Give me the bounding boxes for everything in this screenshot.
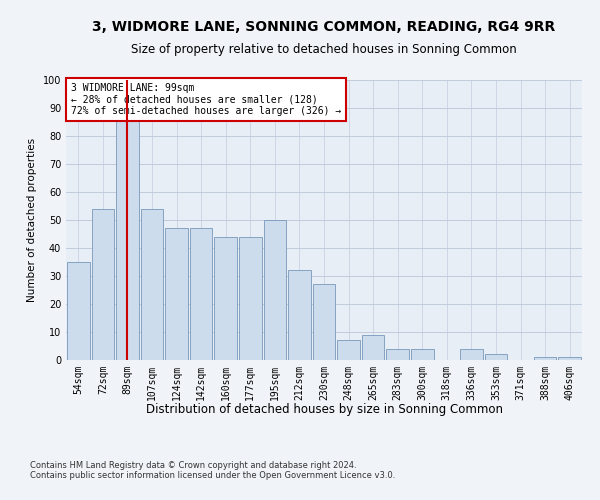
Bar xyxy=(411,349,434,360)
Text: Distribution of detached houses by size in Sonning Common: Distribution of detached houses by size … xyxy=(146,402,503,415)
Bar xyxy=(559,357,581,360)
Bar xyxy=(288,270,311,360)
Bar xyxy=(67,262,89,360)
Text: 3, WIDMORE LANE, SONNING COMMON, READING, RG4 9RR: 3, WIDMORE LANE, SONNING COMMON, READING… xyxy=(92,20,556,34)
Y-axis label: Number of detached properties: Number of detached properties xyxy=(27,138,37,302)
Bar xyxy=(362,335,385,360)
Bar xyxy=(140,209,163,360)
Bar xyxy=(92,209,114,360)
Bar xyxy=(386,349,409,360)
Bar xyxy=(534,357,556,360)
Bar xyxy=(485,354,508,360)
Text: Size of property relative to detached houses in Sonning Common: Size of property relative to detached ho… xyxy=(131,42,517,56)
Bar xyxy=(313,284,335,360)
Text: 3 WIDMORE LANE: 99sqm
← 28% of detached houses are smaller (128)
72% of semi-det: 3 WIDMORE LANE: 99sqm ← 28% of detached … xyxy=(71,83,341,116)
Bar xyxy=(263,220,286,360)
Bar xyxy=(214,237,237,360)
Bar xyxy=(116,91,139,360)
Bar xyxy=(460,349,483,360)
Text: Contains HM Land Registry data © Crown copyright and database right 2024.
Contai: Contains HM Land Registry data © Crown c… xyxy=(30,460,395,480)
Bar xyxy=(190,228,212,360)
Bar xyxy=(337,340,360,360)
Bar xyxy=(239,237,262,360)
Bar xyxy=(165,228,188,360)
